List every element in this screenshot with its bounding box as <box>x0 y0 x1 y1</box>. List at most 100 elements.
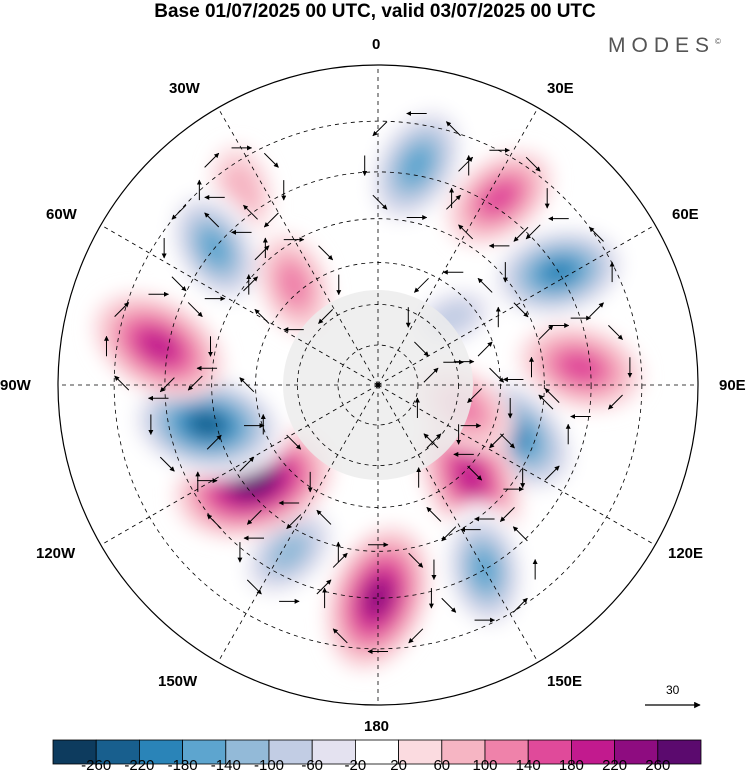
wind-arrow <box>332 552 348 568</box>
meridian-line <box>377 384 656 546</box>
lon-label-90e: 90E <box>719 377 746 394</box>
meridian-line <box>377 384 539 663</box>
meridian-line <box>217 107 379 386</box>
wind-arrow <box>243 204 258 220</box>
wind-arrow <box>316 509 332 525</box>
wind-arrow <box>477 277 493 293</box>
wind-arrow <box>458 224 474 240</box>
lon-label-60e: 60E <box>672 206 699 223</box>
latitude-circle <box>211 218 545 552</box>
colorbar-tick-label: -60 <box>301 757 324 774</box>
wind-arrow <box>286 514 302 530</box>
wind-arrow <box>171 204 187 220</box>
colorbar-tick-label: 100 <box>472 757 498 774</box>
lon-label-120e: 120E <box>668 545 704 562</box>
colorbar-swatch <box>354 739 399 765</box>
wind-arrow <box>589 226 604 242</box>
brand-name: MODES <box>608 34 716 57</box>
lon-label-30e: 30E <box>547 80 574 97</box>
wind-arrow <box>525 156 541 172</box>
colorbar-swatch <box>441 739 486 765</box>
wind-arrow <box>446 121 461 137</box>
latitude-circle <box>113 120 643 650</box>
wind-arrow <box>204 212 220 228</box>
wind-arrow <box>477 341 493 357</box>
colorbar-tick-label: -100 <box>253 757 285 774</box>
wind-vectors <box>103 110 633 655</box>
colorbar-swatch <box>311 739 356 765</box>
wind-arrow <box>512 597 528 613</box>
reference-vector-label: 30 <box>666 683 680 697</box>
colorbar-tick-label: -140 <box>210 757 241 774</box>
wind-arrow <box>500 507 515 522</box>
anomaly-contour <box>139 330 178 362</box>
wind-arrow <box>500 433 515 449</box>
wind-arrow <box>489 367 505 383</box>
wind-arrow <box>332 628 348 644</box>
colorbar-swatch <box>182 739 227 765</box>
wind-arrow <box>254 309 270 324</box>
lon-label-60w: 60W <box>46 206 77 223</box>
wind-arrow <box>263 152 279 168</box>
lon-label-0: 0 <box>372 36 381 53</box>
wind-arrow <box>159 456 175 472</box>
colorbar-tick-label: 220 <box>602 757 628 774</box>
meridian-line <box>217 384 379 663</box>
wind-arrow <box>513 226 529 242</box>
modes-logo: MODES© <box>608 34 721 58</box>
colorbar-tick-label: 180 <box>558 757 584 774</box>
wind-arrow <box>423 433 439 449</box>
wind-arrow <box>589 302 604 318</box>
wind-arrow <box>171 276 187 292</box>
meridian-line <box>100 384 379 546</box>
wind-arrow <box>372 194 388 210</box>
wind-arrow <box>489 433 505 449</box>
wind-arrow <box>544 465 560 481</box>
wind-arrow <box>246 509 262 525</box>
colorbar-swatch <box>52 739 97 765</box>
wind-arrow <box>187 375 203 391</box>
wind-arrow <box>513 302 529 318</box>
colorbar-tick-label: -220 <box>124 757 155 774</box>
colorbar-swatch <box>138 739 183 765</box>
anomaly-contour <box>237 469 271 494</box>
wind-arrow <box>286 434 302 450</box>
wind-arrow <box>206 514 222 530</box>
wind-arrow <box>316 579 332 595</box>
wind-arrow <box>446 194 461 210</box>
wind-arrow <box>114 375 130 391</box>
wind-arrow <box>423 367 439 383</box>
anomaly-contour <box>189 413 225 436</box>
wind-arrow <box>408 628 424 644</box>
wind-arrow <box>426 433 442 449</box>
anomaly-contour <box>277 261 311 308</box>
wind-arrow <box>414 277 429 293</box>
colorbar-swatch <box>225 739 270 765</box>
wind-arrow <box>239 456 255 472</box>
lon-label-30w: 30W <box>169 80 200 97</box>
map-title: Base 01/07/2025 00 UTC, valid 03/07/2025… <box>154 1 596 22</box>
anomaly-contour <box>455 458 486 497</box>
wind-arrow <box>467 465 483 481</box>
wind-arrow <box>538 325 554 340</box>
wind-arrow <box>263 212 279 228</box>
colorbar-tick-label: 20 <box>390 757 407 774</box>
colorbar-swatch <box>614 739 659 765</box>
wind-arrow <box>372 121 388 137</box>
wind-arrow <box>414 341 429 357</box>
wind-arrow <box>318 309 334 324</box>
map-boundary <box>57 64 699 706</box>
brand-mark: © <box>715 37 721 46</box>
colorbar-tick-label: -20 <box>344 757 367 774</box>
anomaly-contour <box>269 533 309 571</box>
wind-arrow <box>467 388 483 403</box>
wind-arrow <box>538 394 554 410</box>
colorbar-tick-label: 60 <box>433 757 451 774</box>
wind-arrow <box>458 156 474 172</box>
lon-label-90w: 90W <box>0 377 31 394</box>
wind-arrow <box>206 434 222 450</box>
wind-arrow <box>544 388 560 403</box>
wind-arrow <box>512 526 528 542</box>
